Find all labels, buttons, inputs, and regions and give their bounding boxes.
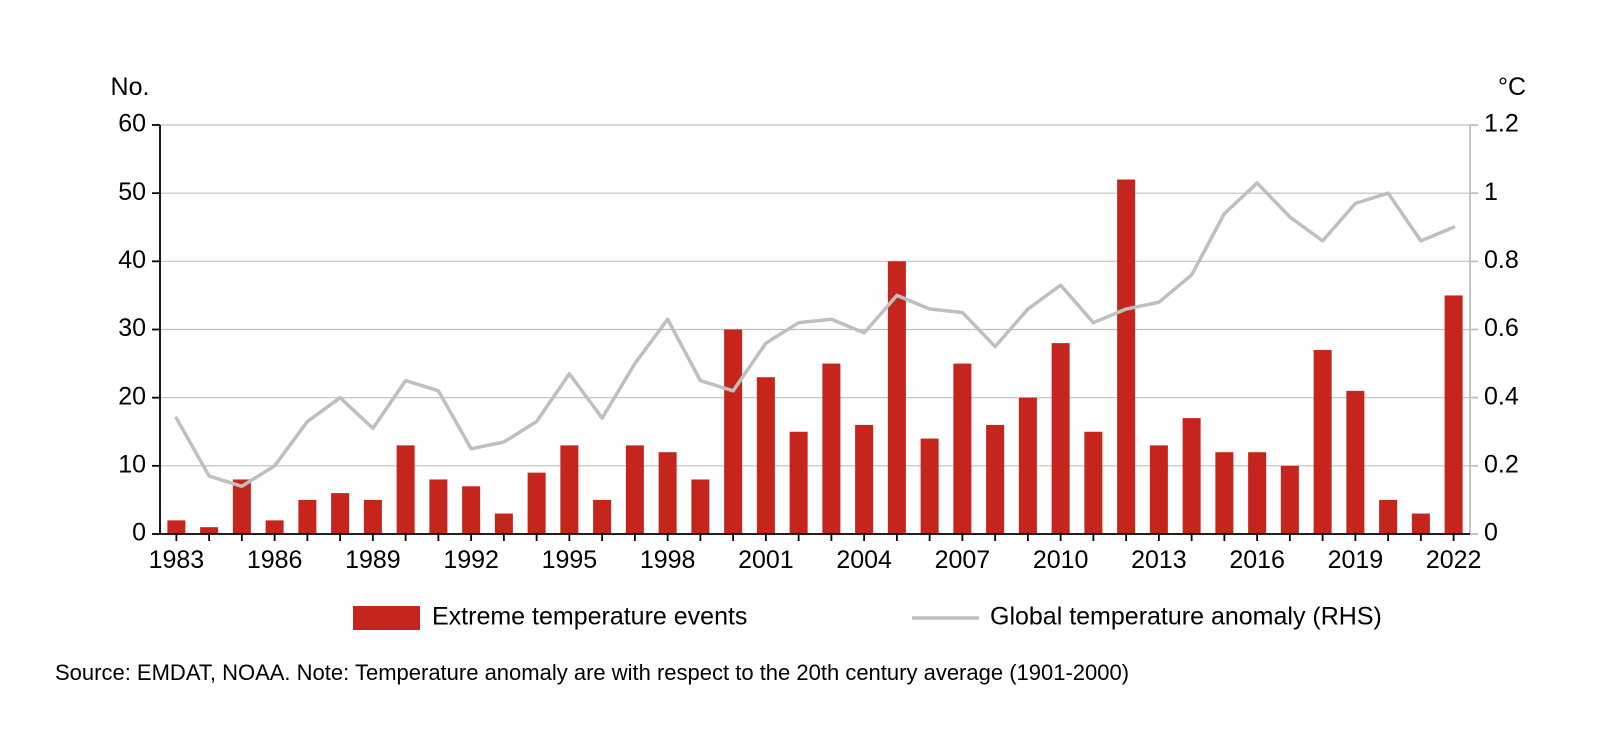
bar (1281, 466, 1299, 534)
bar (495, 514, 513, 534)
bar (560, 445, 578, 534)
left-tick-label: 10 (118, 450, 146, 478)
x-tick-label: 1992 (443, 546, 499, 574)
x-tick-label: 2019 (1328, 546, 1384, 574)
bar (397, 445, 415, 534)
right-tick-label: 0 (1484, 519, 1498, 547)
bar (1150, 445, 1168, 534)
left-axis-ticks: 0 10 20 30 40 50 60 (118, 110, 160, 547)
x-tick-label: 1983 (149, 546, 205, 574)
right-tick-label: 1.2 (1484, 110, 1519, 138)
bar (659, 452, 677, 534)
bar (1412, 514, 1430, 534)
bar (298, 500, 316, 534)
bar (364, 500, 382, 534)
bar (790, 432, 808, 534)
bar (626, 445, 644, 534)
x-axis-ticks: 1983 1986 1989 1992 1995 1998 2001 2004 2007 2010… (149, 534, 1482, 574)
right-axis-ticks: 0 0.2 0.4 0.6 0.8 1 1.2 (1470, 110, 1519, 547)
x-tick-label: 2016 (1229, 546, 1285, 574)
right-tick-label: 0.6 (1484, 314, 1519, 342)
x-tick-label: 2007 (935, 546, 991, 574)
x-tick-label: 1989 (345, 546, 401, 574)
left-tick-label: 40 (118, 246, 146, 274)
x-tick-label: 1998 (640, 546, 696, 574)
x-tick-label: 2022 (1426, 546, 1482, 574)
legend-line-label: Global temperature anomaly (RHS) (990, 603, 1382, 631)
bar (528, 473, 546, 534)
left-tick-label: 60 (118, 110, 146, 138)
bar (593, 500, 611, 534)
bar (757, 377, 775, 534)
x-tick-label: 2004 (836, 546, 892, 574)
bar (429, 479, 447, 534)
bar (1084, 432, 1102, 534)
left-tick-label: 20 (118, 382, 146, 410)
bar (822, 364, 840, 534)
bar-series (167, 180, 1462, 534)
right-tick-label: 1 (1484, 178, 1498, 206)
bar (1379, 500, 1397, 534)
right-tick-label: 0.8 (1484, 246, 1519, 274)
bar (1215, 452, 1233, 534)
bar (331, 493, 349, 534)
x-tick-label: 2013 (1131, 546, 1187, 574)
bar (1052, 343, 1070, 534)
x-tick-label: 1995 (542, 546, 598, 574)
bar (1117, 180, 1135, 534)
bar (1248, 452, 1266, 534)
chart-container: 010203040506000.20.40.60.811.21983198619… (0, 0, 1600, 747)
bar (953, 364, 971, 534)
left-tick-label: 0 (132, 519, 146, 547)
right-tick-label: 0.4 (1484, 382, 1519, 410)
legend-bar-swatch (353, 606, 420, 630)
right-axis-title: °C (1498, 73, 1526, 101)
bar (986, 425, 1004, 534)
x-tick-label: 1986 (247, 546, 303, 574)
bar (1445, 295, 1463, 534)
chart-svg: 010203040506000.20.40.60.811.21983198619… (0, 0, 1600, 747)
left-axis-title: No. (111, 73, 150, 101)
bar (1314, 350, 1332, 534)
source-note: Source: EMDAT, NOAA. Note: Temperature a… (55, 660, 1129, 685)
left-tick-label: 50 (118, 178, 146, 206)
bar (921, 439, 939, 534)
legend: Extreme temperature events Global tempera… (353, 603, 1382, 631)
bar (266, 520, 284, 534)
line-series (176, 183, 1453, 486)
x-tick-label: 2001 (738, 546, 794, 574)
bar (855, 425, 873, 534)
right-tick-label: 0.2 (1484, 450, 1519, 478)
bar (1183, 418, 1201, 534)
bar (200, 527, 218, 534)
bar (462, 486, 480, 534)
left-tick-label: 30 (118, 314, 146, 342)
bar (724, 330, 742, 535)
bar (1346, 391, 1364, 534)
legend-bar-label: Extreme temperature events (432, 603, 747, 631)
x-tick-label: 2010 (1033, 546, 1089, 574)
bar (1019, 398, 1037, 534)
bar (691, 479, 709, 534)
bar (167, 520, 185, 534)
